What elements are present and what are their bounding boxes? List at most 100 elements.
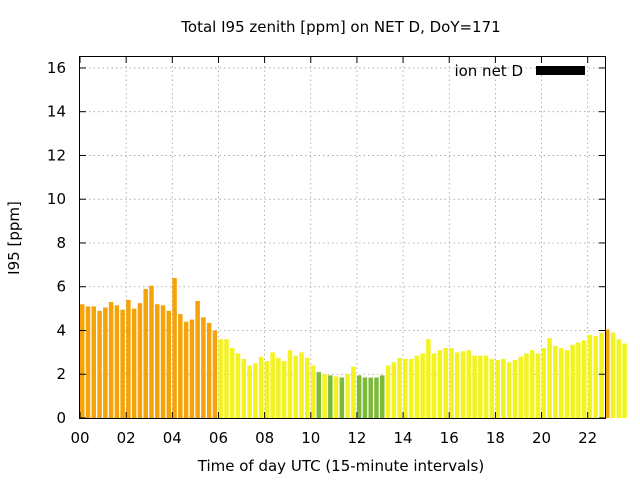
x-tick-label: 18 [486, 429, 505, 447]
bar [131, 308, 137, 418]
bar [85, 306, 91, 418]
bar [380, 375, 385, 418]
bar [120, 309, 125, 418]
y-tick-label: 10 [47, 190, 66, 208]
bar [403, 358, 408, 418]
y-tick-label: 2 [56, 365, 66, 383]
bar [264, 361, 270, 418]
grid-layer [80, 57, 605, 418]
x-tick-label: 08 [255, 429, 274, 447]
bar [518, 356, 523, 418]
bar [108, 302, 114, 418]
bar [97, 310, 102, 418]
bar [368, 377, 373, 418]
bar [495, 360, 500, 418]
bar [80, 304, 85, 418]
y-axis-label: I95 [ppm] [5, 201, 23, 275]
bar [524, 353, 529, 418]
bar [333, 376, 339, 418]
bar [143, 288, 148, 418]
bar [206, 322, 212, 418]
bar [356, 375, 362, 418]
x-tick-label: 12 [347, 429, 366, 447]
y-tick-label: 16 [47, 59, 66, 77]
bar [149, 285, 154, 418]
legend: ion net D [454, 62, 585, 80]
bar [466, 350, 472, 418]
x-tick-label: 10 [301, 429, 320, 447]
bar [201, 317, 206, 418]
bar [235, 353, 241, 418]
bar [218, 339, 223, 418]
bar [241, 358, 247, 418]
bar [593, 335, 598, 418]
y-tick-label: 8 [56, 234, 66, 252]
bar [449, 347, 454, 418]
bar [91, 306, 97, 418]
bar-layer [80, 277, 627, 418]
y-tick-label: 0 [56, 409, 66, 427]
bar [322, 374, 327, 418]
bar [351, 366, 356, 418]
bar [547, 338, 552, 418]
bar [230, 347, 235, 418]
bar [305, 357, 310, 418]
bar [512, 360, 518, 418]
bar [599, 332, 604, 418]
bar [605, 329, 610, 418]
chart-title: Total I95 zenith [ppm] on NET D, DoY=171 [180, 18, 500, 36]
bar [345, 374, 350, 418]
bar [420, 353, 425, 418]
bar [160, 305, 166, 418]
bar [299, 352, 304, 418]
bar [501, 358, 506, 418]
bar [189, 319, 195, 418]
bar [437, 350, 443, 418]
bar [155, 304, 160, 418]
bar [570, 344, 575, 418]
bar [506, 362, 512, 418]
bar [535, 353, 541, 418]
bar [172, 277, 177, 418]
bar [137, 303, 143, 418]
y-tick-label: 6 [56, 278, 66, 296]
bar [310, 365, 316, 418]
legend-label: ion net D [454, 62, 523, 80]
y-tick-label: 14 [47, 103, 66, 121]
x-tick-label: 22 [578, 429, 597, 447]
bar [212, 330, 218, 418]
plot-frame [79, 56, 606, 419]
x-tick-label: 20 [532, 429, 551, 447]
bar [253, 363, 258, 418]
bar [581, 340, 587, 418]
bar [408, 358, 414, 418]
bar [183, 321, 189, 418]
bar [293, 355, 298, 418]
bar [558, 347, 564, 418]
bar [114, 305, 120, 418]
y-tick-label: 12 [47, 146, 66, 164]
bar [610, 332, 616, 418]
x-tick-label: 00 [70, 429, 89, 447]
bar [587, 334, 593, 418]
bar [414, 355, 420, 418]
bar [276, 357, 281, 418]
bar [287, 350, 293, 418]
bar [103, 307, 108, 418]
y-tick-label: 4 [56, 321, 66, 339]
bar [195, 300, 200, 418]
bar [391, 362, 397, 418]
bar [478, 355, 483, 418]
bar [489, 358, 495, 418]
bar [281, 361, 287, 418]
bar [472, 355, 477, 418]
bar [270, 352, 275, 418]
x-tick-label: 14 [394, 429, 413, 447]
bar [426, 339, 431, 418]
x-tick-label: 06 [209, 429, 228, 447]
bar [362, 377, 368, 418]
bar [397, 357, 402, 418]
